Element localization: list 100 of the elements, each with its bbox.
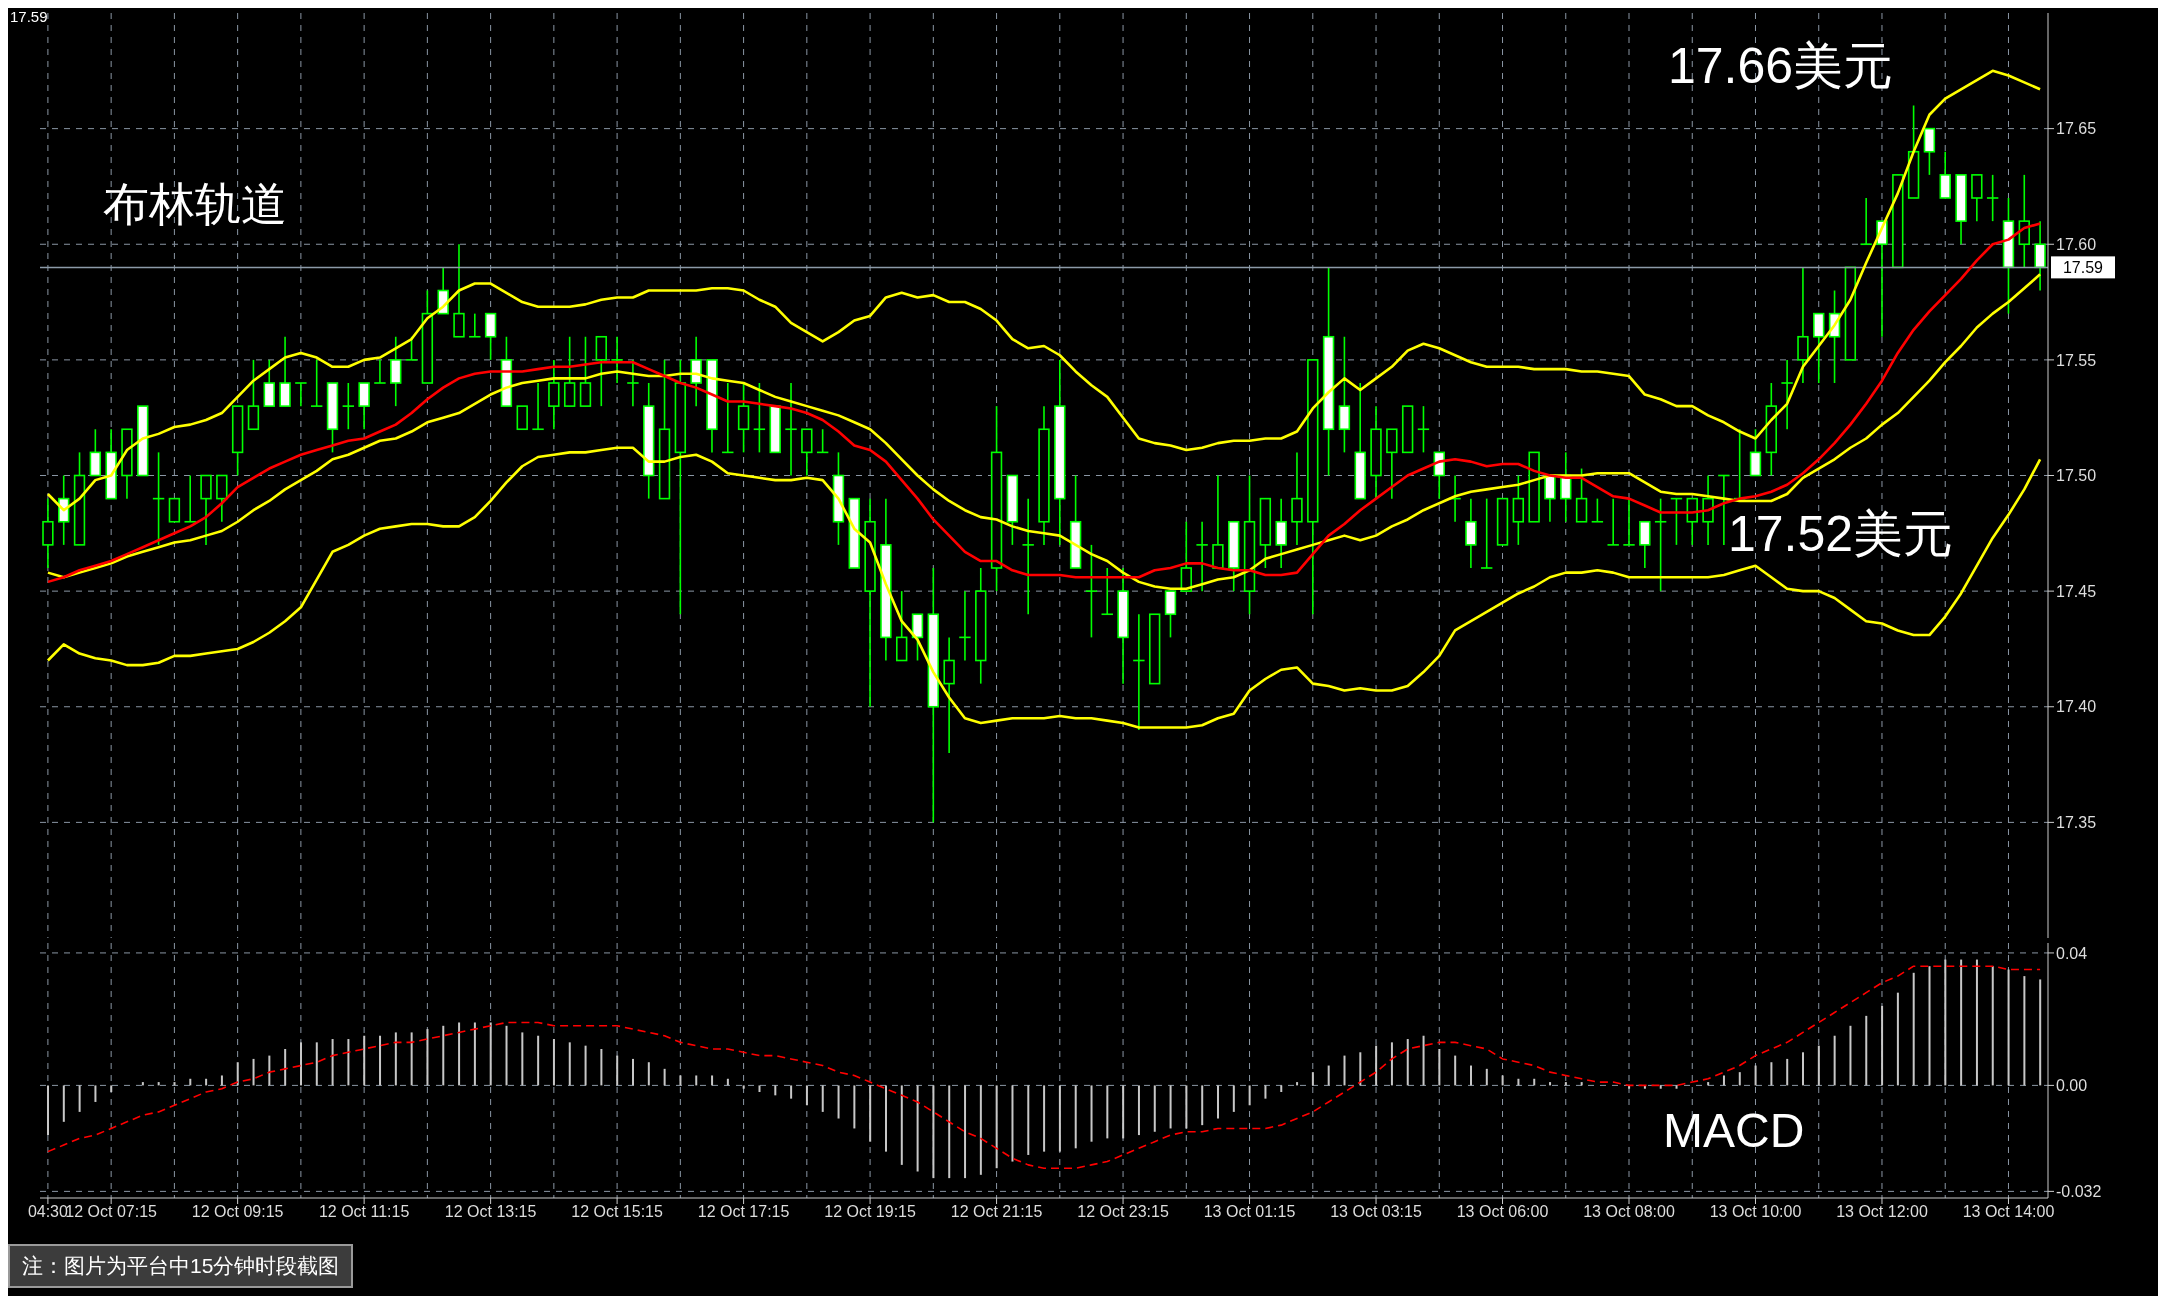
- bar: [1311, 1072, 1314, 1086]
- bar: [1327, 1065, 1330, 1086]
- bar: [1280, 1085, 1283, 1093]
- candlestick: [1781, 359, 1793, 431]
- bar: [315, 1042, 318, 1086]
- bar: [1058, 1085, 1061, 1152]
- bar: [568, 1042, 571, 1086]
- candlestick: [89, 428, 102, 477]
- candlestick: [295, 382, 307, 407]
- bar: [663, 1068, 666, 1086]
- bar: [1975, 959, 1978, 1086]
- candlestick: [168, 497, 181, 523]
- x-tick-label: 13 Oct 01:15: [1203, 1203, 1296, 1221]
- bar: [632, 1058, 635, 1086]
- bar: [2023, 976, 2026, 1086]
- bar: [1169, 1085, 1172, 1129]
- bar: [1817, 1045, 1820, 1086]
- bar: [236, 1062, 239, 1086]
- candlestick: [1212, 474, 1224, 569]
- bar: [1991, 966, 1994, 1086]
- bar: [473, 1022, 476, 1086]
- candlestick: [1291, 451, 1303, 546]
- bar: [379, 1035, 382, 1086]
- bar: [1960, 959, 1963, 1086]
- annotation: 17.52美元: [1728, 506, 1954, 564]
- line-series: [47, 965, 2041, 1169]
- bar: [62, 1085, 65, 1122]
- bar: [1928, 966, 1931, 1086]
- bar: [1406, 1039, 1409, 1086]
- x-tick-label: 12 Oct 19:15: [824, 1203, 916, 1221]
- line-series: [46, 273, 2042, 591]
- bar: [1438, 1048, 1441, 1086]
- y-tick-label: 17.60: [2056, 235, 2097, 253]
- candlestick: [1085, 544, 1098, 639]
- x-tick-label: 13 Oct 14:00: [1962, 1203, 2055, 1221]
- bar: [489, 1022, 492, 1086]
- candlestick: [1623, 497, 1635, 546]
- candlestick: [1164, 590, 1177, 639]
- bar: [1722, 1075, 1725, 1086]
- bar: [964, 1085, 967, 1179]
- candlestick: [532, 382, 544, 431]
- candlestick: [1923, 127, 1936, 176]
- bar: [1517, 1078, 1520, 1086]
- candlestick: [1860, 197, 1872, 246]
- bar: [552, 1039, 555, 1086]
- candlestick: [342, 382, 355, 431]
- bar: [220, 1075, 223, 1086]
- candlestick: [1749, 428, 1762, 477]
- candlestick: [896, 590, 908, 662]
- candlestick: [390, 335, 402, 407]
- candlestick: [1591, 497, 1604, 523]
- candlestick: [1101, 567, 1113, 616]
- bar: [790, 1085, 793, 1099]
- bar: [1027, 1085, 1030, 1155]
- candlestick: [1654, 497, 1667, 592]
- candlestick: [453, 243, 465, 338]
- y-tick-label: 17.55: [2056, 351, 2097, 369]
- bar: [521, 1032, 524, 1086]
- candlestick: [563, 335, 576, 407]
- candlestick: [737, 382, 750, 454]
- bar: [1881, 1005, 1884, 1086]
- bar: [647, 1062, 650, 1086]
- bar: [900, 1085, 903, 1165]
- bar: [1153, 1085, 1156, 1132]
- bar: [505, 1025, 508, 1086]
- candlestick: [200, 474, 212, 546]
- bar: [616, 1055, 619, 1086]
- candlestick: [595, 335, 607, 407]
- bar: [584, 1045, 587, 1086]
- candlestick: [627, 359, 639, 407]
- bar: [600, 1048, 603, 1086]
- y-tick-label: 17.35: [2056, 814, 2097, 832]
- candlestick: [753, 382, 766, 454]
- bar: [1359, 1052, 1362, 1086]
- candlestick: [1939, 150, 1951, 199]
- candlestick: [1196, 520, 1208, 592]
- bar: [1011, 1085, 1014, 1162]
- bar: [537, 1035, 540, 1086]
- annotation: MACD: [1663, 1103, 1805, 1159]
- bar: [726, 1078, 729, 1086]
- bar: [805, 1085, 808, 1106]
- candlestick: [1797, 266, 1809, 384]
- bar: [774, 1085, 777, 1096]
- x-tick-label: 12 Oct 09:15: [191, 1203, 284, 1221]
- candlestick: [1512, 474, 1525, 546]
- bar: [1659, 1085, 1662, 1089]
- bar: [1422, 1035, 1425, 1086]
- candlestick: [1275, 497, 1287, 569]
- bar: [189, 1078, 192, 1086]
- x-tick-label: 12 Oct 15:15: [571, 1203, 664, 1221]
- bar: [1343, 1055, 1346, 1086]
- bar: [78, 1085, 81, 1112]
- bar: [1106, 1085, 1109, 1139]
- bar: [979, 1085, 982, 1175]
- candlestick: [611, 335, 623, 384]
- bar: [94, 1085, 97, 1102]
- bar: [1375, 1045, 1378, 1086]
- y-tick-label: 17.45: [2056, 582, 2097, 600]
- bar: [1090, 1085, 1093, 1142]
- bar: [1074, 1085, 1077, 1149]
